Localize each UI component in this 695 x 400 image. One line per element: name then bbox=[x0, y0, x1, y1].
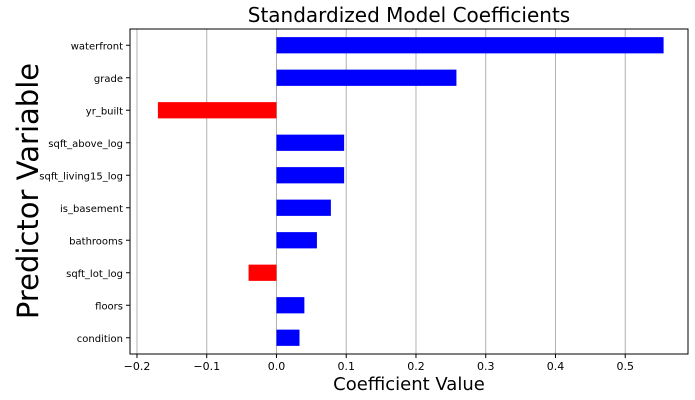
x-tick-label: 0.4 bbox=[547, 360, 565, 373]
y-axis-ticks: waterfront grade yr_built sqft_above_logsqf… bbox=[39, 41, 130, 345]
x-tick-label: 0.0 bbox=[268, 360, 286, 373]
y-tick-label: floors bbox=[95, 301, 123, 312]
bar-sqft-living15-log bbox=[276, 167, 345, 184]
x-tick-label: −0.2 bbox=[124, 360, 151, 373]
bar-waterfront bbox=[276, 37, 664, 54]
bar-bathrooms bbox=[276, 232, 317, 249]
y-tick-label: sqft_above_log bbox=[48, 139, 123, 150]
bar-is-basement bbox=[276, 199, 331, 216]
y-tick-label: grade bbox=[94, 74, 123, 85]
x-tick-label: 0.2 bbox=[407, 360, 425, 373]
y-tick-label: condition bbox=[77, 334, 123, 345]
y-tick-label: waterfront bbox=[71, 41, 123, 52]
chart-title: Standardized Model Coefficients bbox=[248, 3, 570, 27]
x-tick-label: 0.5 bbox=[616, 360, 634, 373]
bar-sqft-above-log bbox=[276, 134, 345, 151]
x-tick-label: 0.3 bbox=[477, 360, 495, 373]
bar-grade bbox=[276, 69, 457, 86]
plot-frame bbox=[129, 28, 689, 355]
bar-condition bbox=[276, 329, 300, 346]
bar-yr-built bbox=[157, 102, 277, 119]
x-axis-label: Coefficient Value bbox=[333, 374, 485, 395]
y-axis-label: Predictor Variable bbox=[11, 63, 45, 319]
y-tick-label: sqft_living15_log bbox=[39, 171, 123, 182]
y-tick-label: sqft_lot_log bbox=[66, 269, 123, 280]
y-tick-label: yr_built bbox=[86, 106, 123, 117]
bar-floors bbox=[276, 297, 305, 314]
x-tick-label: 0.1 bbox=[337, 360, 355, 373]
x-axis-ticks: −0.2 −0.1 0.0 0.1 0.2 0.3 0.4 0.5 bbox=[124, 354, 634, 373]
y-tick-label: bathrooms bbox=[69, 236, 123, 247]
bar-sqft-lot-log bbox=[248, 264, 277, 281]
y-tick-label: is_basement bbox=[60, 204, 123, 215]
bars bbox=[157, 37, 664, 346]
x-tick-label: −0.1 bbox=[193, 360, 220, 373]
